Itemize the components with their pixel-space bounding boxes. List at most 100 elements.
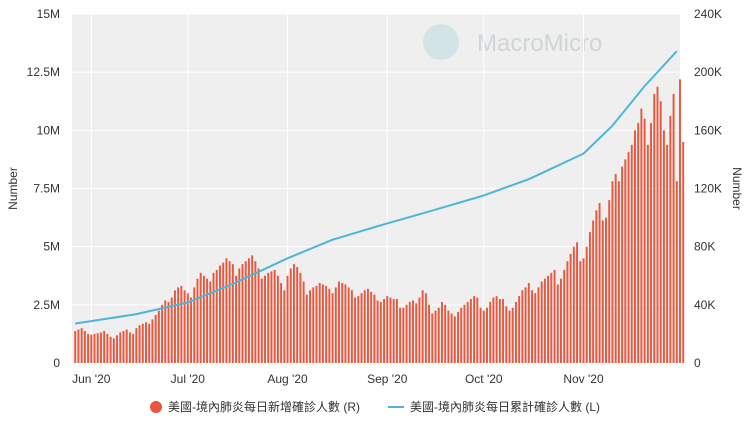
daily-new-bar bbox=[527, 283, 530, 363]
daily-new-bar bbox=[325, 285, 328, 363]
legend-item-cumulative[interactable]: 美國-境內肺炎每日累計確診人數 (L) bbox=[388, 398, 600, 415]
daily-new-bar bbox=[305, 294, 308, 363]
daily-new-bar bbox=[132, 333, 135, 363]
daily-new-bar bbox=[273, 269, 276, 363]
daily-new-bar bbox=[662, 130, 665, 363]
daily-new-bar bbox=[170, 297, 173, 363]
right-axis-title: Number bbox=[730, 167, 744, 210]
x-axis-tick-label: Oct '20 bbox=[465, 372, 503, 386]
daily-new-bar bbox=[653, 93, 656, 363]
daily-new-bar bbox=[251, 255, 254, 363]
daily-new-bar bbox=[328, 288, 331, 363]
daily-new-bar bbox=[585, 246, 588, 363]
daily-new-bar bbox=[466, 301, 469, 363]
daily-new-bar bbox=[190, 297, 192, 363]
daily-new-bar bbox=[424, 293, 427, 363]
daily-new-bar bbox=[646, 144, 649, 364]
daily-new-bar bbox=[257, 268, 260, 363]
daily-new-bar bbox=[675, 181, 678, 363]
daily-new-bar bbox=[222, 262, 225, 363]
daily-new-bar bbox=[135, 328, 138, 363]
daily-new-bar bbox=[412, 300, 414, 363]
daily-new-bar bbox=[90, 334, 93, 363]
daily-new-bar bbox=[309, 290, 312, 363]
daily-new-bar bbox=[521, 290, 524, 363]
daily-new-bar bbox=[315, 285, 318, 363]
daily-new-bar bbox=[164, 300, 167, 363]
left-axis-tick-label: 10M bbox=[37, 123, 60, 137]
daily-new-bar bbox=[312, 287, 315, 363]
daily-new-bar bbox=[354, 297, 357, 363]
daily-new-bar bbox=[476, 297, 479, 363]
daily-new-bar bbox=[219, 265, 221, 363]
x-axis-tick-label: Nov '20 bbox=[563, 372, 604, 386]
daily-new-bar bbox=[447, 310, 450, 363]
daily-new-bar bbox=[276, 275, 279, 363]
daily-new-bar bbox=[569, 253, 572, 363]
daily-new-bar bbox=[283, 290, 286, 363]
daily-new-bar bbox=[119, 332, 122, 363]
daily-new-bar bbox=[453, 316, 456, 363]
daily-new-bar bbox=[437, 307, 440, 363]
daily-new-bar bbox=[550, 272, 553, 363]
daily-new-bar bbox=[151, 319, 154, 364]
left-axis-tick-label: 2.5M bbox=[33, 298, 60, 312]
x-axis-tick-label: Aug '20 bbox=[267, 372, 308, 386]
daily-new-bar bbox=[415, 303, 418, 363]
daily-new-bar bbox=[167, 301, 170, 363]
daily-new-bar bbox=[193, 287, 196, 363]
daily-new-bar bbox=[511, 307, 514, 363]
right-axis-tick-label: 0 bbox=[694, 356, 701, 370]
daily-new-bar bbox=[334, 287, 337, 363]
daily-new-bar bbox=[495, 296, 498, 363]
daily-new-bar bbox=[518, 296, 521, 363]
daily-new-bar bbox=[106, 333, 109, 363]
daily-new-bar bbox=[173, 290, 176, 363]
daily-new-bar bbox=[212, 272, 215, 363]
daily-new-bar bbox=[489, 301, 492, 363]
left-axis-tick-label: 0 bbox=[53, 356, 60, 370]
daily-new-bar bbox=[145, 322, 147, 363]
daily-new-bar bbox=[637, 123, 640, 363]
daily-new-bar bbox=[498, 299, 501, 363]
daily-new-bar bbox=[502, 299, 505, 363]
daily-new-bar bbox=[318, 283, 321, 363]
daily-new-bar bbox=[440, 301, 443, 363]
daily-new-bar bbox=[299, 272, 302, 363]
daily-new-bar bbox=[157, 310, 160, 363]
daily-new-bar bbox=[444, 304, 447, 363]
daily-new-bar bbox=[254, 261, 257, 363]
left-axis-title: Number bbox=[6, 167, 20, 210]
daily-new-bar bbox=[202, 275, 205, 363]
daily-new-bar bbox=[650, 123, 653, 363]
daily-new-bar bbox=[408, 301, 411, 363]
daily-new-bar bbox=[122, 331, 125, 363]
daily-new-bar bbox=[302, 281, 305, 363]
daily-new-bar bbox=[601, 220, 604, 363]
daily-new-bar bbox=[669, 115, 672, 363]
daily-new-bar bbox=[431, 313, 434, 363]
daily-new-bar bbox=[209, 281, 212, 363]
daily-new-bar bbox=[679, 79, 681, 363]
daily-new-bar bbox=[366, 288, 369, 363]
daily-new-bar bbox=[627, 152, 630, 363]
legend-item-daily-new[interactable]: 美國-境內肺炎每日新增確診人數 (R) bbox=[150, 398, 360, 415]
daily-new-bar bbox=[469, 299, 472, 363]
daily-new-bar bbox=[238, 268, 241, 363]
daily-new-bar bbox=[383, 299, 386, 363]
daily-new-bar bbox=[576, 242, 579, 363]
daily-new-bar bbox=[405, 304, 408, 363]
daily-new-bar bbox=[617, 181, 620, 363]
daily-new-bar bbox=[260, 278, 263, 363]
daily-new-bar bbox=[399, 307, 402, 363]
daily-new-bar bbox=[341, 283, 344, 363]
daily-new-bar bbox=[672, 93, 675, 363]
daily-new-bar bbox=[280, 283, 283, 363]
daily-new-bar bbox=[286, 275, 289, 363]
daily-new-bar bbox=[128, 332, 131, 363]
daily-new-bar bbox=[392, 299, 395, 363]
daily-new-bar bbox=[247, 258, 250, 363]
daily-new-bar bbox=[434, 310, 437, 363]
daily-new-bar bbox=[579, 261, 582, 363]
